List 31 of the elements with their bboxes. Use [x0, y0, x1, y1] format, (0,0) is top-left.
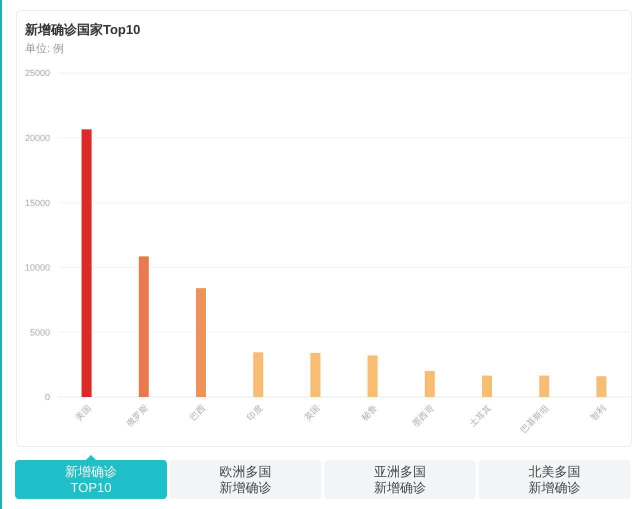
bar — [539, 376, 550, 397]
x-tick-label: 土耳其 — [467, 402, 494, 429]
bar — [196, 288, 206, 397]
x-tick-label: 美国 — [73, 402, 94, 422]
bar — [424, 371, 435, 397]
tab[interactable]: 北美多国新增确诊 — [478, 460, 630, 499]
bar — [82, 129, 92, 397]
y-tick-label: 0 — [44, 392, 50, 402]
y-tick-label: 5000 — [30, 327, 50, 338]
x-tick-label: 墨西哥 — [410, 402, 436, 429]
y-tick-label: 15000 — [24, 198, 50, 208]
bar — [368, 356, 378, 397]
x-tick-label: 秘鲁 — [359, 402, 380, 422]
x-tick-label: 俄罗斯 — [124, 402, 150, 429]
tab[interactable]: 亚洲多国新增确诊 — [324, 460, 476, 499]
x-tick-label: 英国 — [302, 402, 322, 422]
y-tick-label: 25000 — [24, 68, 50, 78]
x-tick-label: 智利 — [588, 402, 608, 422]
x-tick-label: 巴西 — [188, 402, 208, 422]
x-tick-label: 印度 — [244, 402, 265, 422]
chart-subtitle: 单位: 例 — [25, 42, 64, 55]
x-tick-label: 巴基斯坦 — [518, 402, 551, 435]
bar — [596, 376, 606, 397]
y-tick-label: 10000 — [24, 262, 50, 273]
y-tick-label: 20000 — [24, 132, 50, 143]
bar — [310, 352, 320, 397]
chart-title: 新增确诊国家Top10 — [24, 22, 140, 37]
tab[interactable]: 欧洲多国新增确诊 — [170, 460, 322, 499]
bar — [482, 376, 492, 397]
bar — [253, 352, 264, 397]
bar — [138, 256, 149, 397]
